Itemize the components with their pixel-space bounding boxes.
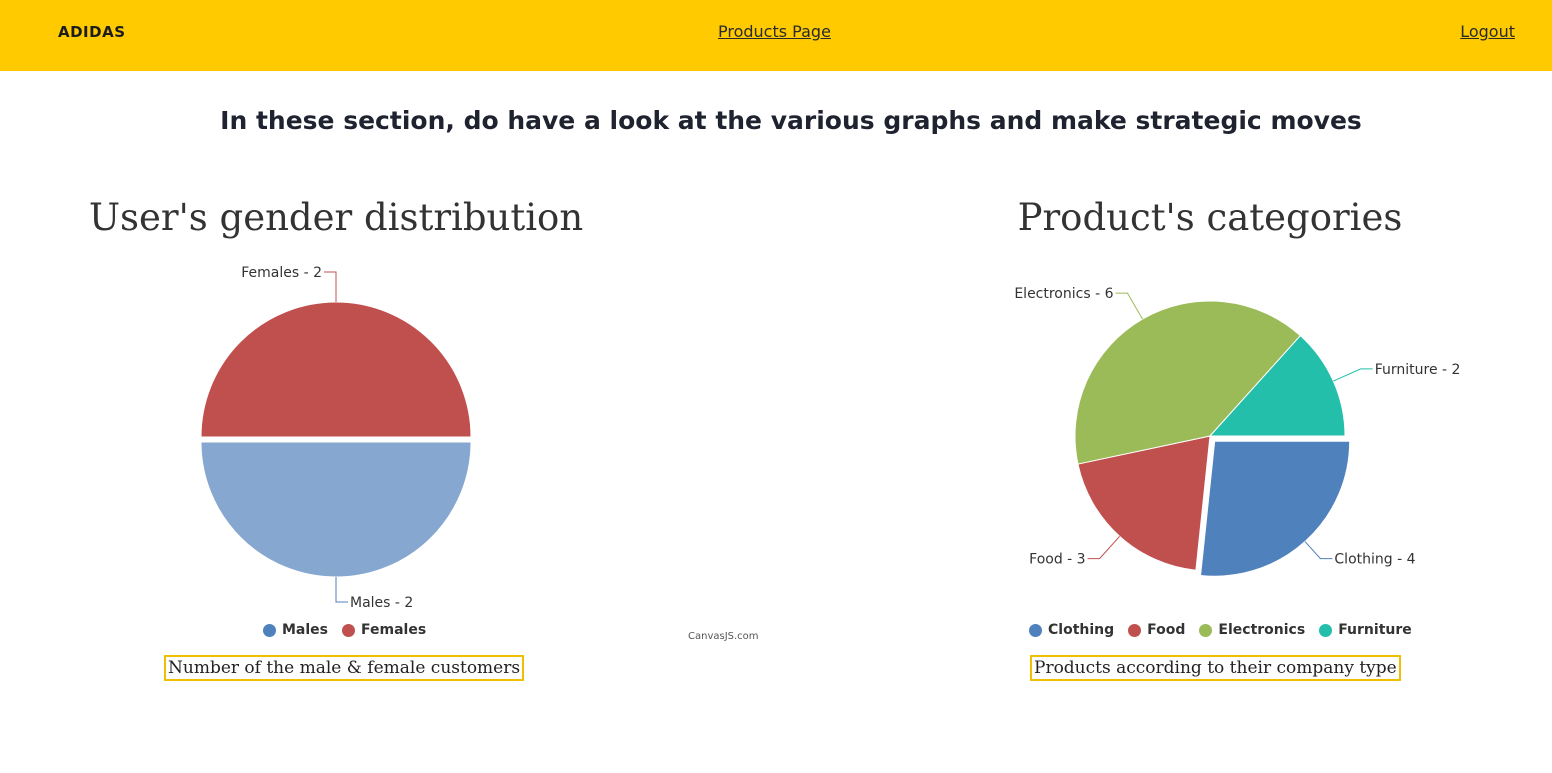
- brand-logo[interactable]: ADIDAS: [58, 23, 126, 41]
- slice-label-food: Food - 3: [1029, 552, 1085, 568]
- products-page-link[interactable]: Products Page: [718, 22, 831, 41]
- legend-item-females[interactable]: Females: [342, 622, 426, 638]
- legend-marker-icon: [1199, 623, 1213, 637]
- pie-slice-females[interactable]: [200, 301, 472, 438]
- category-pie-chart: Clothing - 4 Food - 3 Electronics - 6 Furni…: [1014, 286, 1461, 577]
- leader-line-food: [1087, 535, 1121, 560]
- legend-label: Food: [1147, 622, 1186, 638]
- leader-line-males: [335, 577, 348, 603]
- gender-pie-chart: Males - 2 Females - 2: [200, 265, 472, 611]
- pie-slice-electronics[interactable]: [1074, 300, 1302, 465]
- canvasjs-credit[interactable]: CanvasJS.com: [688, 631, 759, 642]
- slice-label-furniture: Furniture - 2: [1375, 362, 1461, 378]
- legend-label: Furniture: [1338, 622, 1412, 638]
- legend-item-furniture[interactable]: Furniture: [1319, 622, 1412, 638]
- legend-marker-icon: [1128, 623, 1142, 637]
- legend-item-electronics[interactable]: Electronics: [1199, 622, 1305, 638]
- leader-line-electronics: [1115, 292, 1143, 320]
- page-headline: In these section, do have a look at the …: [220, 106, 1362, 135]
- pie-slice-clothing[interactable]: [1200, 440, 1351, 577]
- slice-label-females: Females - 2: [241, 265, 322, 281]
- slice-label-electronics: Electronics - 6: [1014, 286, 1113, 302]
- pie-slice-food[interactable]: [1077, 435, 1211, 571]
- legend-marker-icon: [1319, 623, 1333, 637]
- legend-marker-icon: [342, 623, 356, 637]
- legend-marker-icon: [1029, 623, 1042, 637]
- category-legend: Clothing Food Electronics Furniture: [1029, 622, 1412, 638]
- gender-legend: Males Females: [263, 622, 426, 638]
- legend-label: Clothing: [1048, 622, 1115, 638]
- legend-marker-icon: [263, 623, 276, 637]
- gender-chart-title: User's gender distribution: [88, 196, 584, 239]
- legend-item-clothing[interactable]: Clothing: [1029, 622, 1114, 638]
- slice-label-clothing: Clothing - 4: [1334, 552, 1415, 568]
- gender-chart-caption: Number of the male & female customers: [164, 655, 525, 681]
- legend-item-food[interactable]: Food: [1128, 622, 1185, 638]
- pie-slice-furniture[interactable]: [1208, 334, 1346, 437]
- leader-line-clothing: [1304, 541, 1333, 560]
- legend-label: Males: [282, 622, 329, 638]
- navbar: ADIDAS Products Page Logout: [0, 0, 1552, 71]
- legend-item-males[interactable]: Males: [263, 622, 328, 638]
- category-chart-title: Product's categories: [1017, 196, 1403, 239]
- category-chart-caption: Products according to their company type: [1030, 655, 1401, 681]
- slice-label-males: Males - 2: [350, 595, 413, 611]
- legend-label: Electronics: [1218, 622, 1306, 638]
- leader-line-furniture: [1333, 368, 1373, 382]
- logout-link[interactable]: Logout: [1460, 22, 1515, 41]
- legend-label: Females: [361, 622, 427, 638]
- pie-slice-males[interactable]: [200, 441, 472, 578]
- leader-line-females: [324, 271, 337, 302]
